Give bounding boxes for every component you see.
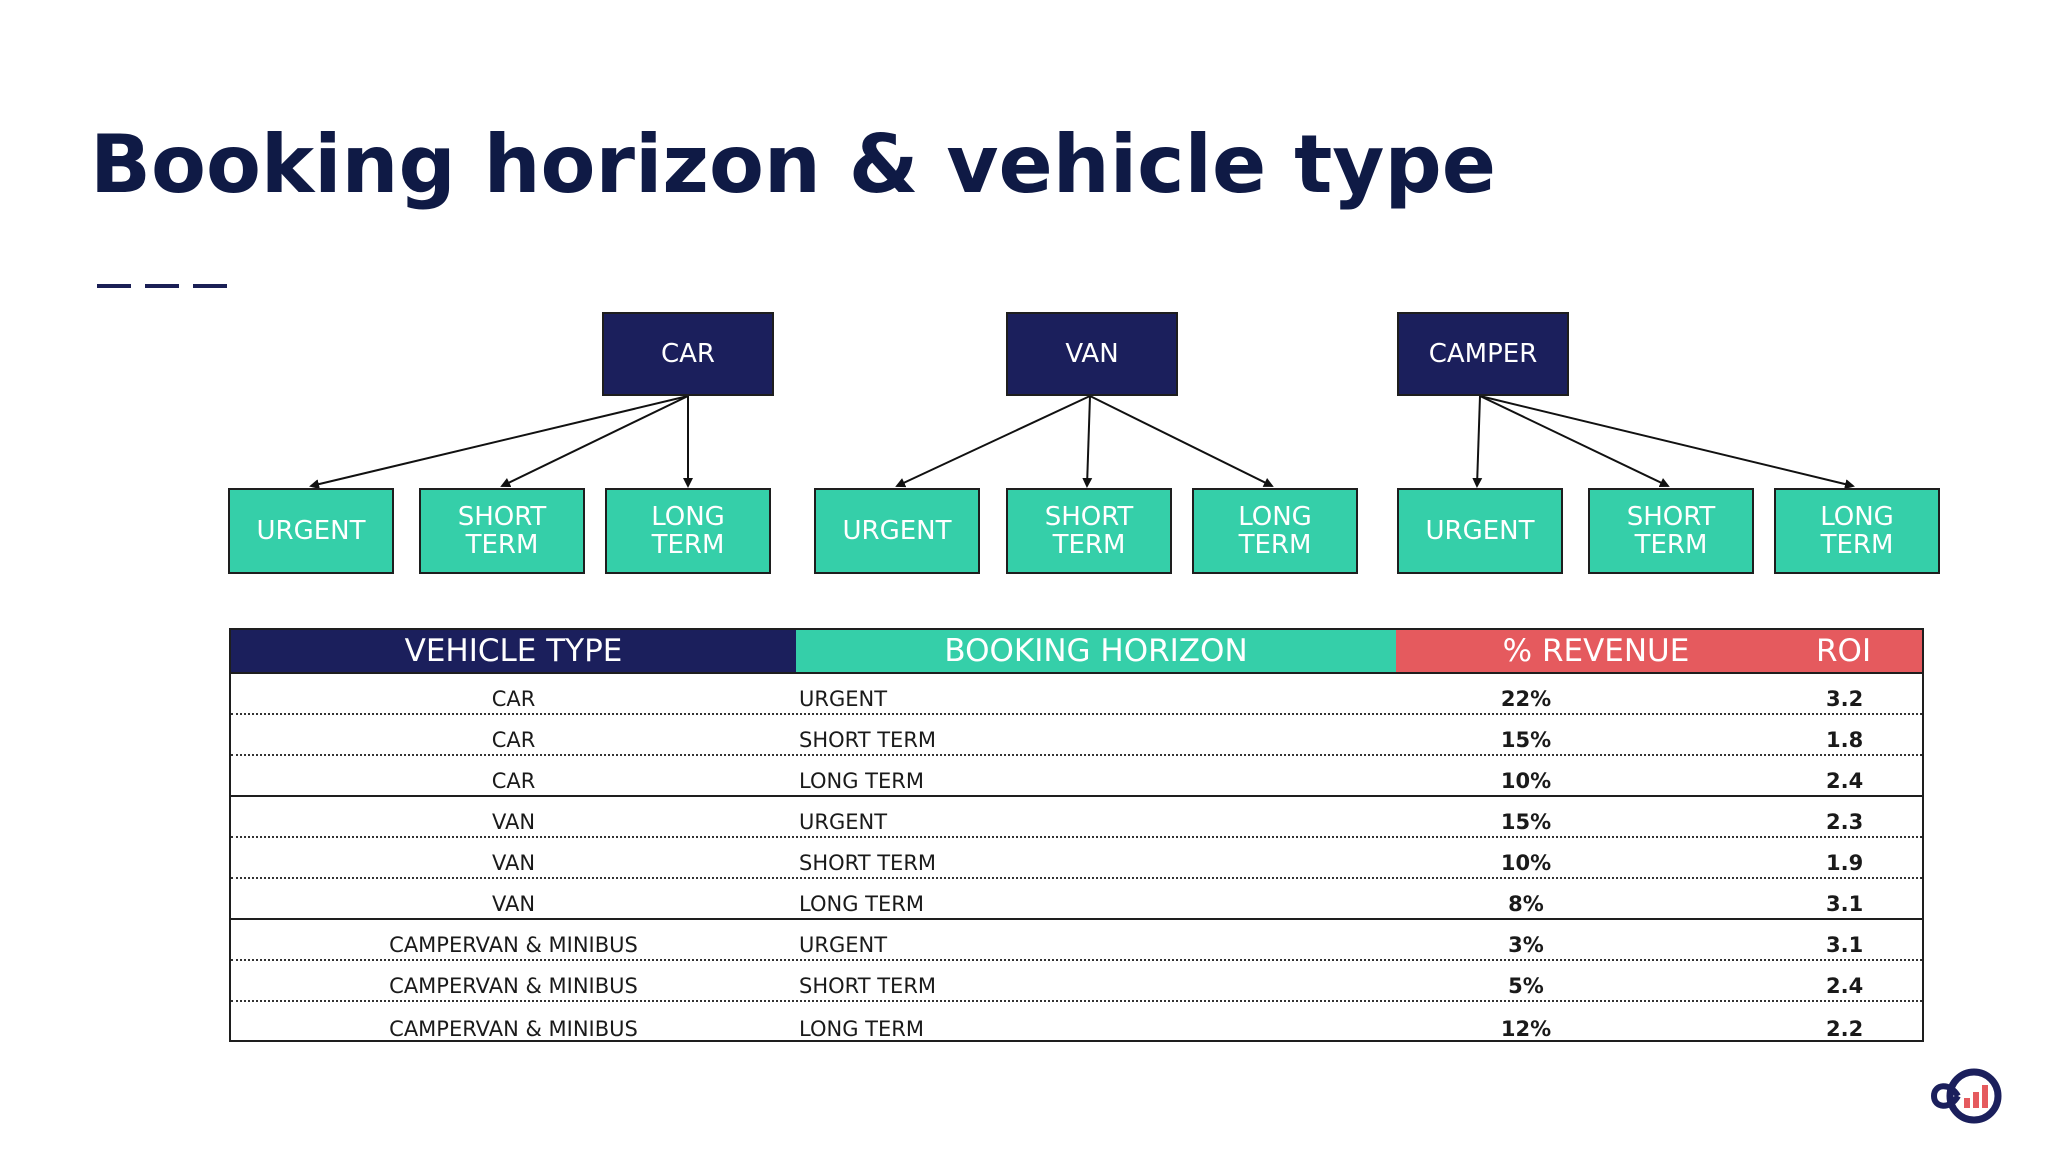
cell-revenue: 10% bbox=[1500, 851, 1552, 875]
cell-horizon: URGENT bbox=[799, 687, 888, 711]
cell-horizon: URGENT bbox=[799, 810, 888, 834]
table-row: VAN LONG TERM 8% 3.1 bbox=[231, 879, 1922, 920]
cell-horizon: LONG TERM bbox=[799, 769, 924, 793]
connector-car-short-term bbox=[500, 395, 689, 488]
cell-revenue: 15% bbox=[1500, 810, 1552, 834]
header-revenue: % REVENUE bbox=[1396, 630, 1796, 672]
node-car-short-term: SHORT TERM bbox=[419, 488, 585, 574]
cell-vehicle: CAMPERVAN & MINIBUS bbox=[389, 974, 638, 998]
connector-camper-short-term bbox=[1479, 395, 1670, 488]
cell-revenue: 10% bbox=[1500, 769, 1552, 793]
cell-roi: 3.2 bbox=[1826, 687, 1864, 711]
table-row: CAR LONG TERM 10% 2.4 bbox=[231, 756, 1922, 797]
connector-camper-long-term bbox=[1479, 395, 1855, 489]
cell-vehicle: CAMPERVAN & MINIBUS bbox=[389, 1017, 638, 1041]
node-camper-long-term: LONG TERM bbox=[1774, 488, 1940, 574]
connector-van-long-term bbox=[1089, 395, 1274, 487]
connector-van-urgent bbox=[895, 395, 1091, 488]
header-vehicle-type: VEHICLE TYPE bbox=[231, 630, 796, 672]
node-van: VAN bbox=[1006, 312, 1178, 396]
table-body: CAR URGENT 22% 3.2 CAR SHORT TERM 15% 1.… bbox=[231, 674, 1922, 1042]
node-car: CAR bbox=[602, 312, 774, 396]
cell-horizon: URGENT bbox=[799, 933, 888, 957]
page-title: Booking horizon & vehicle type bbox=[90, 118, 1496, 211]
cell-horizon: LONG TERM bbox=[799, 892, 924, 916]
cell-roi: 2.4 bbox=[1826, 769, 1864, 793]
cell-revenue: 5% bbox=[1508, 974, 1544, 998]
cell-roi: 3.1 bbox=[1826, 892, 1864, 916]
table-row: CAMPERVAN & MINIBUS URGENT 3% 3.1 bbox=[231, 920, 1922, 961]
table-header: VEHICLE TYPE BOOKING HORIZON % REVENUE R… bbox=[231, 630, 1922, 674]
connector-car-urgent bbox=[309, 395, 689, 490]
cell-roi: 2.3 bbox=[1826, 810, 1864, 834]
cell-revenue: 22% bbox=[1500, 687, 1552, 711]
cell-vehicle: VAN bbox=[491, 851, 536, 875]
table-row: CAMPERVAN & MINIBUS SHORT TERM 5% 2.4 bbox=[231, 961, 1922, 1002]
table-row: VAN URGENT 15% 2.3 bbox=[231, 797, 1922, 838]
cell-roi: 2.4 bbox=[1826, 974, 1864, 998]
node-car-urgent: URGENT bbox=[228, 488, 394, 574]
header-booking-horizon: BOOKING HORIZON bbox=[796, 630, 1396, 672]
cell-vehicle: CAR bbox=[491, 769, 536, 793]
table-row: CAR URGENT 22% 3.2 bbox=[231, 674, 1922, 715]
cell-horizon: SHORT TERM bbox=[799, 851, 937, 875]
table-row: CAMPERVAN & MINIBUS LONG TERM 12% 2.2 bbox=[231, 1002, 1922, 1043]
cell-vehicle: VAN bbox=[491, 892, 536, 916]
cell-roi: 1.9 bbox=[1826, 851, 1864, 875]
cell-vehicle: CAMPERVAN & MINIBUS bbox=[389, 933, 638, 957]
connector-camper-urgent bbox=[1472, 395, 1483, 488]
node-van-long-term: LONG TERM bbox=[1192, 488, 1358, 574]
header-roi: ROI bbox=[1796, 630, 1922, 672]
cell-roi: 1.8 bbox=[1826, 728, 1864, 752]
revenue-roi-table: VEHICLE TYPE BOOKING HORIZON % REVENUE R… bbox=[229, 628, 1924, 1042]
brand-logo-icon bbox=[1930, 1068, 2002, 1124]
table-row: VAN SHORT TERM 10% 1.9 bbox=[231, 838, 1922, 879]
cell-vehicle: CAR bbox=[491, 728, 536, 752]
connector-van-short-term bbox=[1082, 395, 1093, 488]
node-camper: CAMPER bbox=[1397, 312, 1569, 396]
node-car-long-term: LONG TERM bbox=[605, 488, 771, 574]
cell-vehicle: VAN bbox=[491, 810, 536, 834]
cell-revenue: 12% bbox=[1500, 1017, 1552, 1041]
node-van-urgent: URGENT bbox=[814, 488, 980, 574]
table-row: CAR SHORT TERM 15% 1.8 bbox=[231, 715, 1922, 756]
cell-horizon: SHORT TERM bbox=[799, 974, 937, 998]
cell-horizon: SHORT TERM bbox=[799, 728, 937, 752]
cell-roi: 2.2 bbox=[1826, 1017, 1864, 1041]
cell-horizon: LONG TERM bbox=[799, 1017, 924, 1041]
cell-vehicle: CAR bbox=[491, 687, 536, 711]
node-camper-short-term: SHORT TERM bbox=[1588, 488, 1754, 574]
cell-roi: 3.1 bbox=[1826, 933, 1864, 957]
node-van-short-term: SHORT TERM bbox=[1006, 488, 1172, 574]
cell-revenue: 8% bbox=[1508, 892, 1544, 916]
cell-revenue: 15% bbox=[1500, 728, 1552, 752]
node-camper-urgent: URGENT bbox=[1397, 488, 1563, 574]
cell-revenue: 3% bbox=[1508, 933, 1544, 957]
title-divider bbox=[97, 284, 227, 288]
